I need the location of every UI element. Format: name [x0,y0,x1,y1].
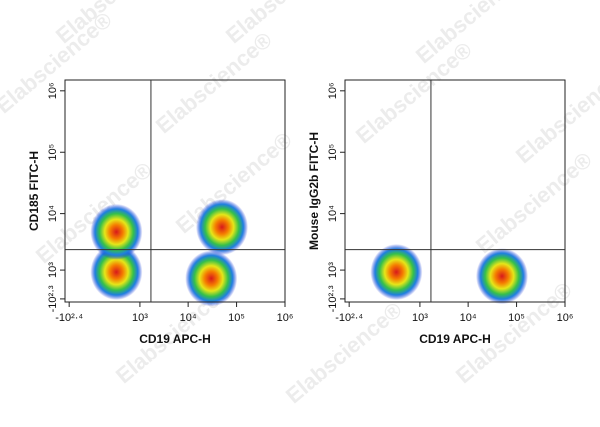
population [90,203,143,260]
population [370,244,423,301]
y-tick-label: 10⁵ [327,144,339,161]
y-axis-label: CD185 FITC-H [27,151,41,231]
x-tick-label: 10⁶ [277,312,294,324]
y-tick-label: 10⁶ [327,82,339,99]
y-tick-label: 10⁴ [327,205,339,222]
plot: -10²·⁴ 10³ 10⁴ 10⁵ 10⁶ -10²·³ 10³ 10⁴ 10⁵ 10⁶ CD19… [27,79,294,346]
y-tick-label: 10³ [327,262,339,278]
watermarks: Elabscience®Elabscience® Elabscience® Elab… [0,0,600,408]
x-tick-label: 10⁴ [460,312,477,324]
watermark: Elabscience® [151,27,277,138]
population [475,248,528,305]
x-tick-label: 10⁵ [228,312,245,324]
y-tick-label: 10³ [47,262,59,278]
x-tick-label: -10²·⁴ [335,312,363,324]
x-tick-label: 10⁵ [508,312,525,324]
x-axis-label: CD19 APC-H [419,332,491,346]
y-tick-label: 10⁵ [47,144,59,161]
plot-frame [344,79,566,303]
population [90,244,143,301]
watermark: Elabscience® [511,57,600,168]
y-tick-label: -10²·³ [47,285,59,312]
y-tick-label: -10²·³ [327,285,339,312]
x-tick-label: 10³ [132,312,148,324]
x-tick-label: -10²·⁴ [55,312,83,324]
y-tick-label: 10⁴ [47,205,59,222]
watermark: Elabscience® [471,147,597,258]
x-tick-label: 10⁶ [557,312,574,324]
population [185,250,238,307]
x-axis-label: CD19 APC-H [139,332,211,346]
plot: -10²·⁴ 10³ 10⁴ 10⁵ 10⁶ -10²·³ 10³ 10⁴ 10⁵ 10⁶ CD19… [307,79,574,346]
population [195,199,248,256]
plot-frame [64,79,286,303]
y-tick-label: 10⁶ [47,82,59,99]
x-tick-label: 10⁴ [180,312,197,324]
y-axis-label: Mouse IgG2b FITC-H [307,132,321,250]
watermark: Elabscience® [221,0,347,48]
x-tick-label: 10³ [412,312,428,324]
